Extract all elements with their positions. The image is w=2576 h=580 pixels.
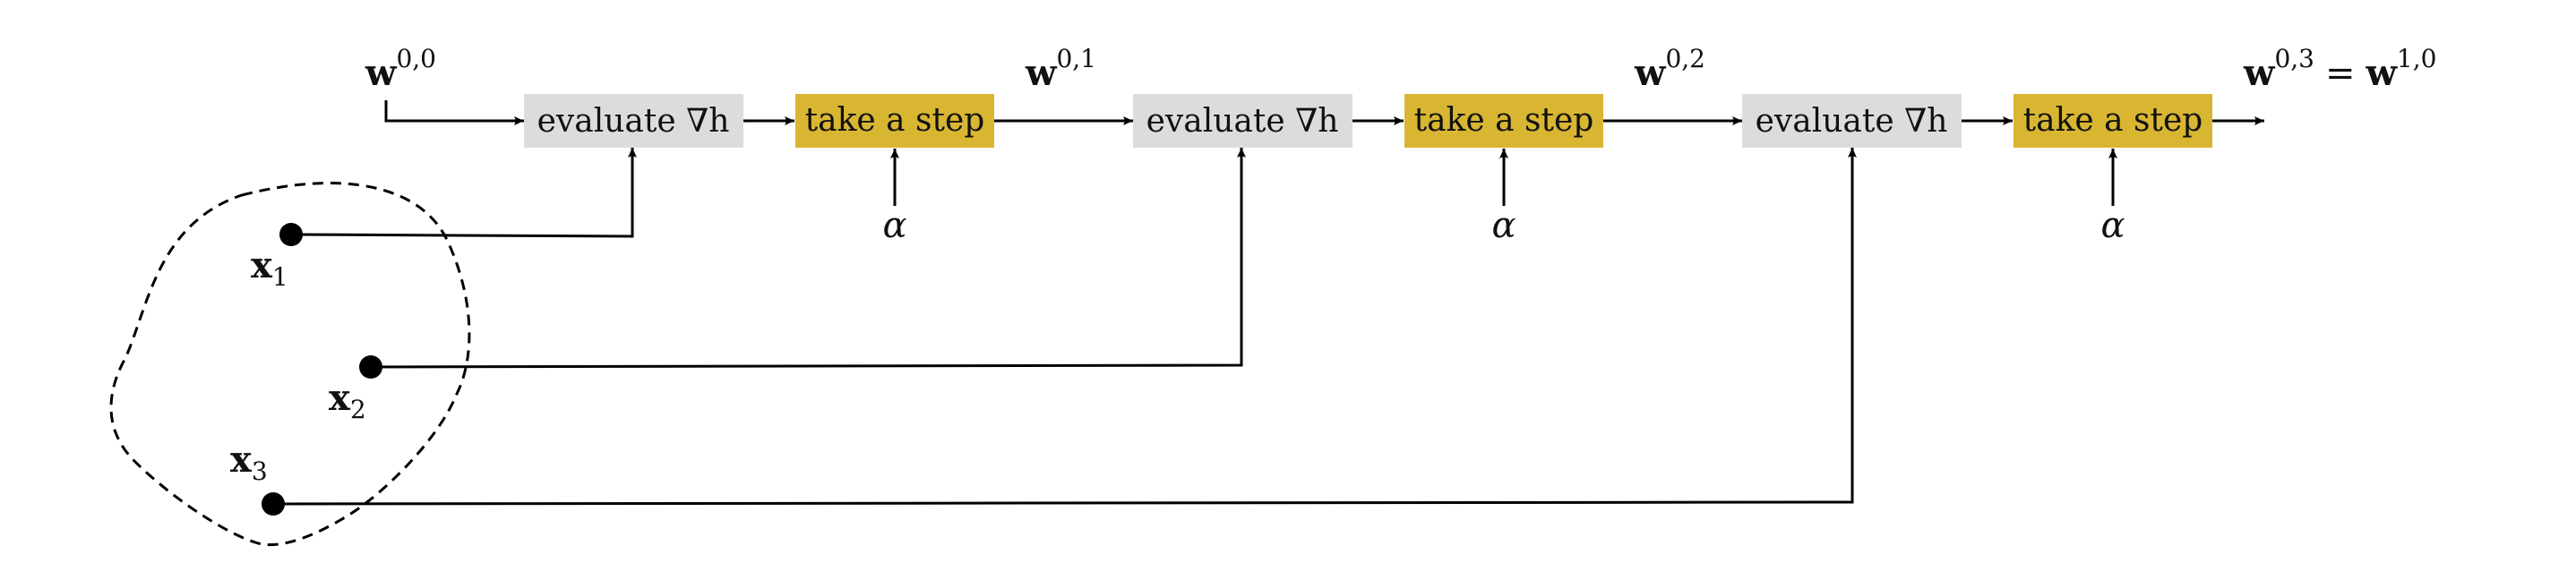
evaluate-label-3: evaluate ∇h xyxy=(1756,103,1948,140)
step-label-3: take a step xyxy=(2023,102,2203,139)
x3-label: x3 xyxy=(230,439,268,486)
alpha-label-2: α xyxy=(1491,205,1516,246)
step-box-1 xyxy=(795,94,994,148)
x1-connector xyxy=(290,148,637,238)
step-label-1: take a step xyxy=(805,102,985,139)
step-box-3 xyxy=(2014,94,2212,148)
weight-label-w01: w0,1 xyxy=(1025,44,1096,94)
evaluate-box-3 xyxy=(1742,94,1962,148)
x1-label: x1 xyxy=(251,244,288,292)
x2-label: x2 xyxy=(329,377,366,424)
evaluate-box-1 xyxy=(524,94,743,148)
evaluate-box-2 xyxy=(1133,94,1352,148)
x3-point xyxy=(262,492,285,516)
evaluate-label-2: evaluate ∇h xyxy=(1146,103,1339,140)
dataset-boundary xyxy=(109,182,471,547)
step-box-2 xyxy=(1404,94,1603,148)
weight-label-w03: w0,3 = w1,0 xyxy=(2243,44,2436,94)
x2-connector xyxy=(370,148,1246,369)
x3-connector xyxy=(272,148,1857,506)
w00-connector xyxy=(384,100,524,125)
alpha-label-3: α xyxy=(2100,205,2125,246)
weight-label-w02: w0,2 xyxy=(1634,44,1705,94)
weight-label-w00: w0,0 xyxy=(365,44,436,94)
evaluate-label-1: evaluate ∇h xyxy=(537,103,730,140)
x1-point xyxy=(279,223,303,246)
x2-point xyxy=(359,355,382,379)
step-label-2: take a step xyxy=(1414,102,1594,139)
alpha-label-1: α xyxy=(882,205,906,246)
